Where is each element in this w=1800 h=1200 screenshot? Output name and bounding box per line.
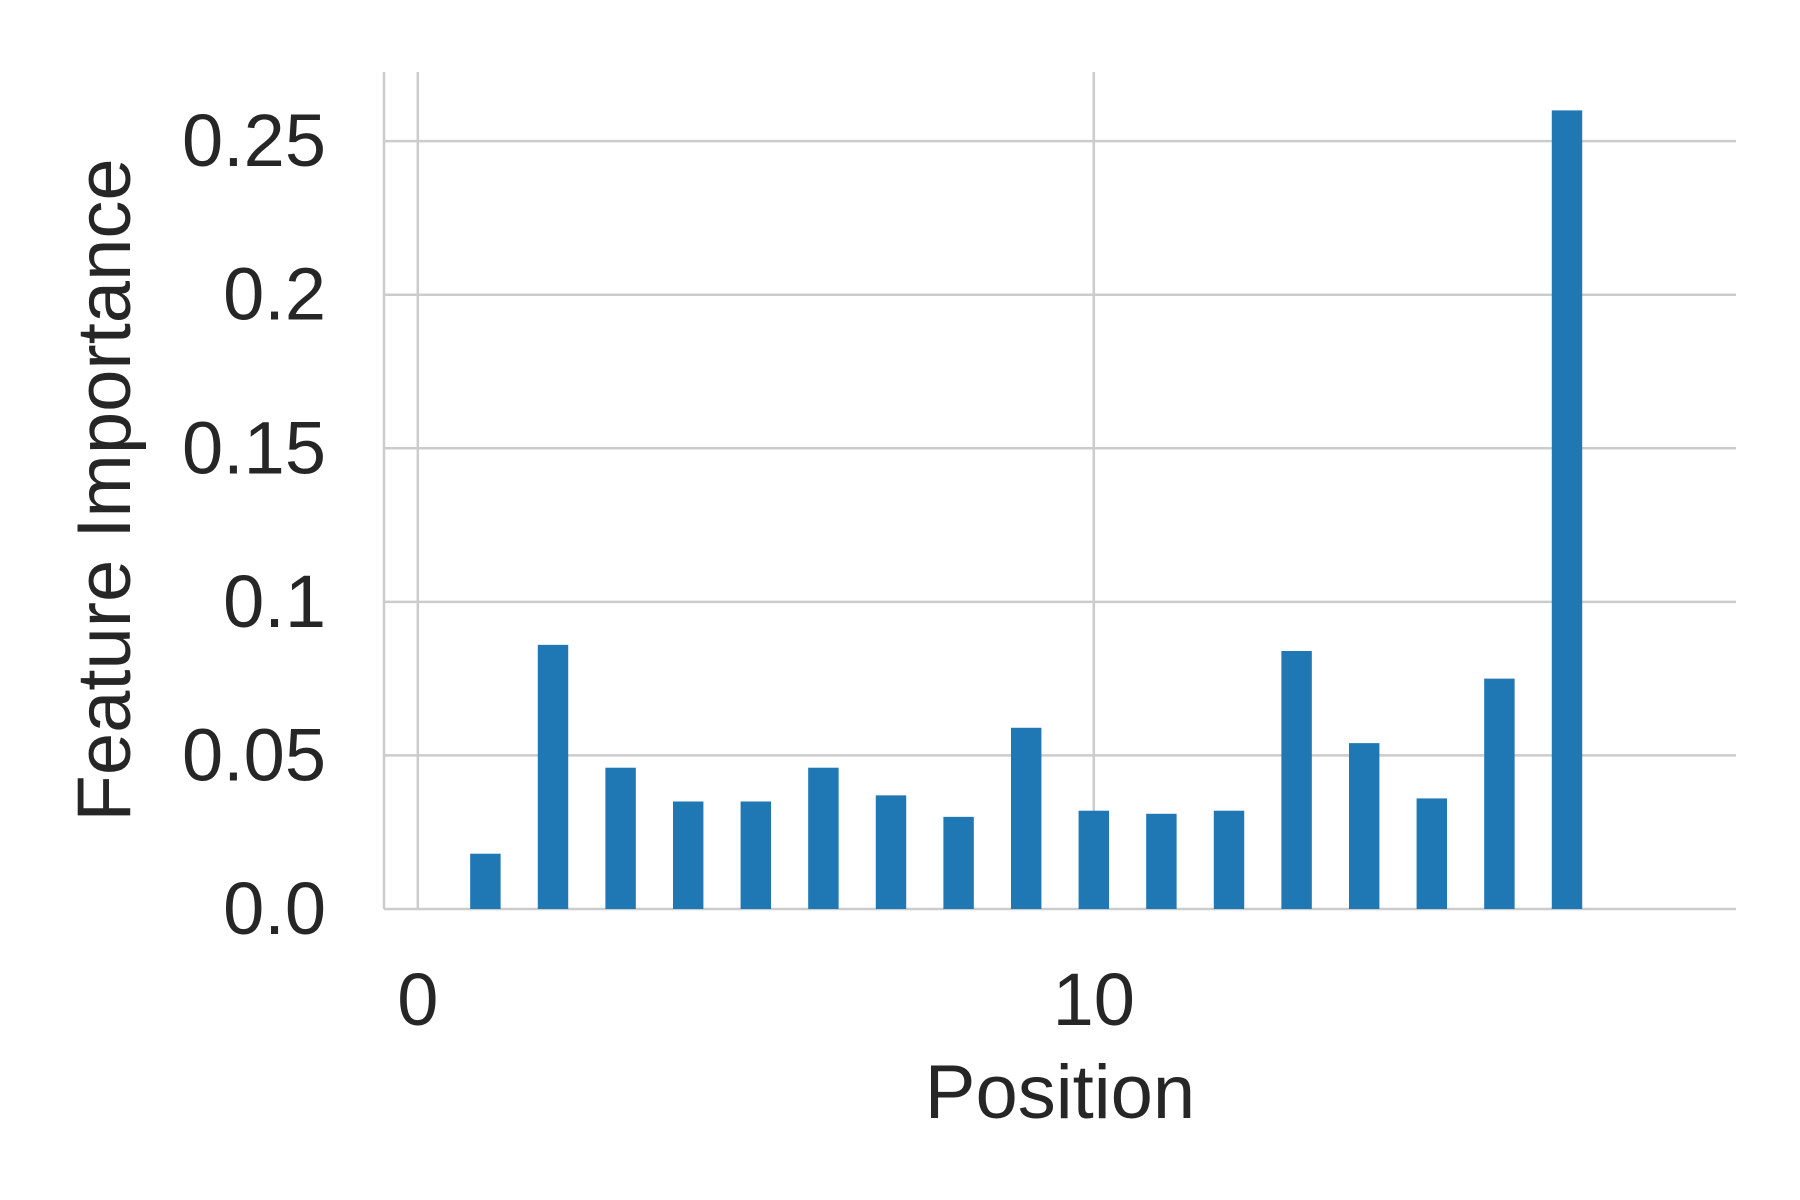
axis-spines	[382, 72, 1736, 911]
bar	[1281, 650, 1312, 909]
bar	[808, 767, 839, 909]
bar	[740, 801, 772, 909]
y-tick-labels: 0.0 0.05 0.1 0.15 0.2 0.25	[182, 99, 326, 950]
bar	[943, 816, 974, 909]
x-tick-label: 10	[1053, 958, 1135, 1041]
bar	[1416, 798, 1448, 909]
y-tick-label: 0.05	[182, 713, 326, 796]
bars	[470, 110, 1583, 910]
bar	[470, 853, 501, 909]
y-tick-label: 0.2	[223, 253, 326, 336]
bar	[672, 801, 704, 909]
x-axis-title: Position	[925, 1050, 1195, 1135]
grid-lines	[384, 72, 1736, 909]
x-tick-label: 0	[397, 958, 438, 1041]
bar	[605, 767, 636, 909]
bar	[875, 795, 907, 909]
bar	[1213, 810, 1245, 909]
bar	[537, 644, 569, 909]
y-tick-label: 0.1	[223, 560, 326, 643]
bar	[1146, 813, 1177, 909]
x-tick-labels: 0 10	[397, 958, 1135, 1041]
bar	[1484, 678, 1515, 909]
bar	[1078, 810, 1110, 909]
y-tick-label: 0.15	[182, 406, 326, 489]
bar	[1348, 743, 1380, 909]
y-tick-label: 0.0	[223, 867, 326, 950]
bar	[1551, 110, 1583, 910]
y-tick-label: 0.25	[182, 99, 326, 182]
bar	[1010, 727, 1042, 909]
y-axis-title: Feature Importance	[62, 158, 147, 821]
